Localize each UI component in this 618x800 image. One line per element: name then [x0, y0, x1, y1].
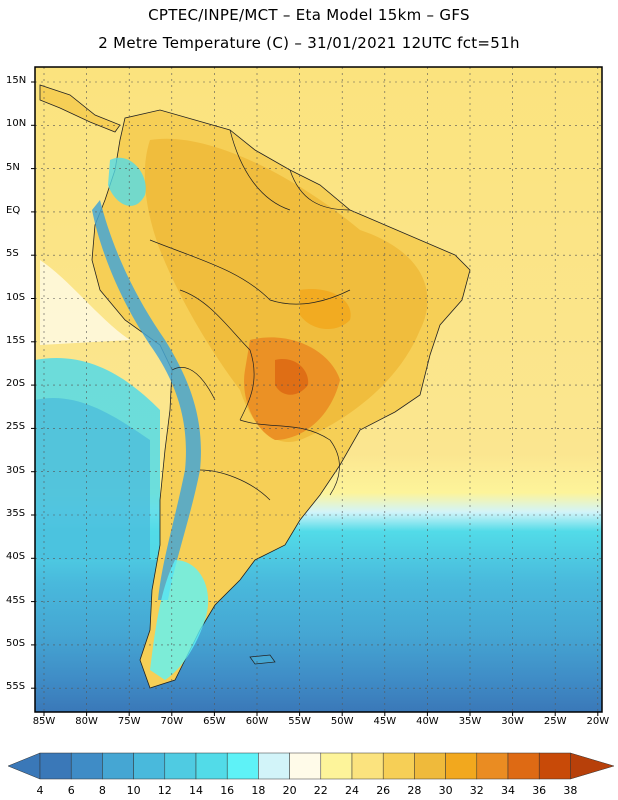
colorbar-arrow-low: [7, 752, 41, 780]
lat-label: 5S: [6, 248, 19, 260]
colorbar-swatch: [445, 752, 478, 780]
lon-label: 75W: [117, 716, 141, 727]
colorbar-label: 30: [438, 784, 453, 797]
lat-label: 10N: [6, 118, 27, 130]
colorbar-swatch: [258, 752, 290, 780]
colorbar-label: 28: [407, 784, 422, 797]
colorbar-swatch: [70, 752, 103, 780]
lat-label: 15S: [6, 334, 26, 346]
lon-label: 25W: [543, 716, 567, 727]
graticule: [35, 67, 602, 712]
colorbar-label: 16: [220, 784, 235, 797]
lat-label: 30S: [6, 464, 26, 476]
lat-label: 45S: [6, 594, 26, 606]
colorbar-arrow-high: [570, 752, 615, 780]
colorbar-swatch: [164, 752, 197, 780]
lon-label: 50W: [330, 716, 354, 727]
colorbar-label: 24: [345, 784, 359, 797]
colorbar-swatch: [226, 752, 259, 780]
falkland-islands: [249, 654, 276, 665]
lon-label: 65W: [203, 716, 226, 727]
brazil-hot-zone: [300, 289, 351, 330]
axis-ticks: [31, 81, 599, 716]
lon-label: 35W: [458, 716, 482, 727]
colorbar-swatch: [507, 752, 540, 780]
lon-label: 70W: [160, 716, 184, 727]
colorbar-label: 8: [98, 784, 106, 797]
colorbar-swatch: [39, 752, 72, 780]
colorbar-label: 20: [282, 784, 297, 797]
lon-label: 40W: [416, 716, 439, 727]
map-subtitle: 2 Metre Temperature (C) – 31/01/2021 12U…: [98, 34, 520, 52]
country-borders: [149, 129, 351, 501]
central-america-land: [39, 84, 121, 133]
andes-cold-ridge: [92, 200, 201, 600]
colorbar-label: 6: [67, 784, 75, 797]
lat-label: 5N: [6, 161, 20, 173]
colorbar-swatch: [320, 752, 353, 780]
northern-andes-cool: [108, 157, 146, 206]
colorbar-label: 10: [126, 784, 141, 797]
lon-label: 85W: [32, 716, 56, 727]
colorbar-swatch: [351, 752, 384, 780]
lat-label: 10S: [6, 291, 26, 303]
colorbar-swatch: [102, 752, 134, 780]
map-field: [35, 67, 602, 712]
colorbar-label: 4: [36, 784, 44, 797]
lon-label: 55W: [288, 716, 311, 727]
lat-label: 35S: [6, 508, 26, 519]
lon-label: 80W: [75, 716, 98, 727]
lon-label: 60W: [245, 716, 269, 727]
lat-label: 20S: [6, 378, 26, 390]
colorbar-swatch: [414, 752, 446, 780]
colorbar-label: 12: [157, 784, 172, 797]
colorbar-swatch: [382, 752, 415, 780]
lat-label: 25S: [6, 421, 26, 433]
patagonia-cool-zone: [150, 560, 209, 680]
colorbar-label: 18: [251, 784, 266, 797]
colorbar-swatch: [289, 752, 322, 780]
lat-label: 15N: [6, 75, 27, 86]
lon-label: 30W: [501, 716, 524, 727]
colorbar-label: 34: [501, 784, 515, 797]
colorbar-label: 26: [376, 784, 391, 797]
colorbar-label: 38: [563, 784, 578, 797]
lat-label: 55S: [6, 681, 26, 693]
temperature-colorbar: [7, 752, 615, 780]
map-frame: [34, 66, 603, 713]
colorbar-label: 14: [189, 784, 203, 797]
colorbar-label: 32: [469, 784, 484, 797]
colorbar-swatch: [476, 752, 509, 780]
colorbar-swatch: [133, 752, 166, 780]
lat-label: EQ: [6, 204, 21, 216]
lat-label: 40S: [6, 551, 26, 563]
colorbar-label: 36: [532, 784, 547, 797]
warm-interior-zone: [144, 138, 428, 442]
lon-label: 20W: [586, 716, 610, 727]
lon-label: 45W: [373, 716, 397, 727]
colorbar-label: 22: [313, 784, 328, 797]
colorbar-swatch: [538, 752, 571, 780]
pacific-cold-zone: [35, 398, 150, 560]
colorbar-swatch: [195, 752, 228, 780]
pacific-mild-zone: [40, 260, 130, 345]
lat-label: 50S: [6, 637, 26, 649]
map-title: CPTEC/INPE/MCT – Eta Model 15km – GFS: [148, 6, 470, 24]
